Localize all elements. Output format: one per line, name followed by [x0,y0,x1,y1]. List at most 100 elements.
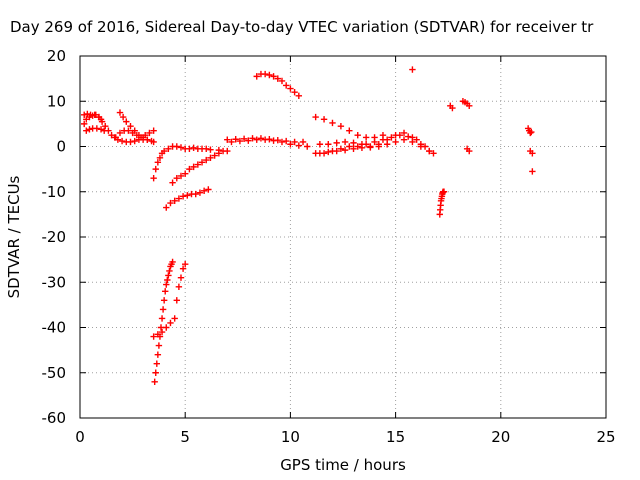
data-point [173,143,180,150]
grid [80,56,606,418]
data-point [325,148,332,156]
data-point [133,131,141,139]
data-point [160,147,168,155]
x-tick-label: 20 [491,428,510,446]
data-point [125,127,132,134]
data-point [162,288,169,295]
data-point [127,138,134,146]
data-point [159,306,167,313]
data-point [320,116,328,123]
data-point [282,82,290,89]
data-point [155,342,163,349]
data-point [219,147,227,155]
data-point [163,204,170,211]
data-point [228,138,235,146]
data-point [400,136,408,143]
y-tick-label: -30 [42,273,67,291]
data-point [81,120,88,128]
data-point [165,272,172,279]
data-point [131,137,138,145]
data-points [81,66,536,385]
data-point [333,147,340,155]
data-point [167,199,174,207]
data-point [186,145,193,152]
data-point [93,125,101,132]
data-point [316,141,324,148]
axis-ticks: 0 5 10 15 20 25 20 10 0 -10 -20 -30 -40 -50 -60 [42,47,616,446]
data-point [270,137,277,144]
data-point [337,122,345,130]
data-point [165,145,172,152]
y-tick-label: -10 [42,183,67,201]
y-axis-label: SDTVAR / TECUs [5,175,23,298]
data-point [291,89,298,96]
data-point [325,141,332,148]
data-point [129,129,136,137]
data-point [337,145,345,152]
data-point [261,136,269,143]
data-point [528,128,535,136]
data-point [240,135,248,143]
data-point [102,122,109,130]
data-point [144,136,151,143]
data-point [299,138,307,146]
data-point [466,102,473,109]
data-point [142,131,149,139]
data-point [203,145,210,152]
data-point [169,179,176,186]
data-point [211,152,218,159]
data-point [261,70,269,78]
data-point [153,360,160,367]
data-point [409,66,416,73]
data-point [156,154,164,162]
data-point [118,137,126,145]
data-point [304,143,311,150]
data-point [190,144,197,152]
data-point [392,138,399,146]
y-tick-label: -40 [42,319,67,337]
data-point [207,146,214,153]
data-point [163,324,170,331]
x-tick-label: 0 [75,428,85,446]
y-tick-label: 20 [47,47,66,65]
data-point [152,369,159,376]
x-tick-label: 5 [180,428,190,446]
data-point [163,281,170,288]
data-point [354,143,361,150]
chart-title: Day 269 of 2016, Sidereal Day-to-day VTE… [10,18,594,36]
data-point [123,118,130,125]
data-point [196,189,204,196]
data-point [354,131,361,139]
data-point [449,104,456,112]
data-point [388,134,395,141]
data-point [186,165,193,173]
data-point [116,129,124,137]
data-point [257,135,265,142]
data-point [383,136,391,143]
data-point [167,319,174,327]
data-point [400,129,408,137]
data-point [119,113,127,121]
data-point [253,136,260,143]
data-point [150,138,157,146]
data-point [350,139,357,147]
data-point [295,92,303,100]
data-point [236,137,244,145]
data-point [127,122,134,130]
data-point [116,109,124,116]
data-point [86,126,93,133]
data-point [91,111,98,119]
data-point [173,297,180,304]
data-point [287,141,294,148]
data-point [295,142,303,149]
data-point [175,283,183,290]
data-point [177,172,185,180]
data-point [291,138,298,146]
data-point [409,134,416,141]
data-point [249,135,256,142]
data-point [371,138,378,146]
data-point [278,77,286,85]
data-point [527,129,534,137]
y-tick-label: 10 [47,92,66,110]
